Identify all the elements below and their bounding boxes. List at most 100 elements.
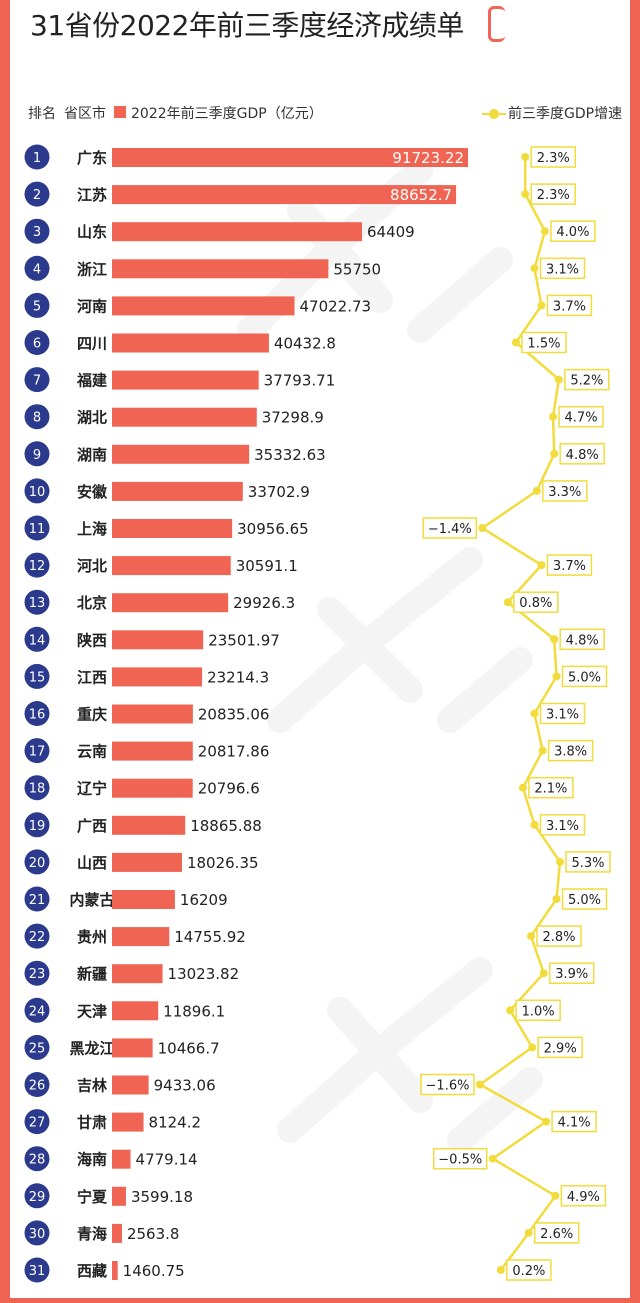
rank-badge-number: 4 [33, 262, 41, 277]
growth-value-label: 3.1% [546, 262, 579, 277]
growth-label-box [521, 331, 567, 354]
growth-label-box [564, 368, 610, 391]
rank-badge-number: 19 [29, 819, 46, 834]
rank-badge-number: 9 [33, 448, 41, 463]
gdp-value-label: 30591.1 [236, 557, 298, 575]
growth-value-label: 2.3% [537, 188, 570, 203]
rank-badge [24, 292, 50, 318]
gdp-bar [112, 1075, 149, 1095]
growth-label-box [549, 962, 595, 984]
gdp-bar [112, 296, 295, 316]
growth-legend-label: 前三季度GDP增速 [508, 106, 623, 122]
province-label: 贵州 [77, 928, 107, 946]
gdp-value-label: 16209 [180, 891, 228, 909]
growth-value-label: 3.1% [546, 819, 579, 834]
growth-value-label: 3.7% [553, 559, 586, 574]
rank-badge-number: 27 [29, 1116, 46, 1131]
growth-label-box [420, 1073, 475, 1096]
rank-badge [24, 441, 50, 467]
growth-value-label: 4.7% [565, 411, 598, 426]
province-label: 陕西 [77, 631, 107, 649]
gdp-bar [112, 556, 231, 576]
growth-label-box [533, 1222, 580, 1244]
rank-badge-number: 29 [29, 1190, 46, 1205]
growth-label-box [559, 443, 605, 465]
province-label: 新疆 [77, 965, 107, 983]
gdp-value-label: 8124.2 [149, 1114, 202, 1132]
rank-badge [24, 1257, 50, 1283]
growth-point [506, 1006, 515, 1015]
growth-point [530, 709, 539, 718]
growth-label-box [422, 517, 478, 539]
growth-point [550, 635, 559, 644]
growth-label-box [546, 294, 593, 317]
growth-value-label: 5.0% [568, 670, 601, 685]
growth-point [476, 1080, 484, 1089]
gdp-bar [112, 927, 170, 947]
growth-point [550, 449, 559, 458]
rank-badge [24, 255, 50, 281]
rank-badge-number: 10 [29, 485, 46, 500]
gdp-bar [112, 667, 203, 687]
rank-badge [24, 330, 50, 355]
growth-point [478, 524, 487, 532]
rank-badge [24, 812, 50, 838]
growth-value-label: −0.5% [438, 1153, 482, 1168]
gdp-bar [112, 407, 257, 427]
gdp-legend-swatch [114, 106, 126, 118]
growth-point [524, 1228, 533, 1237]
rank-badge [24, 367, 50, 393]
province-label: 甘肃 [77, 1114, 107, 1132]
rank-badge [24, 663, 50, 689]
rank-badge-number: 23 [29, 967, 46, 982]
gdp-bar [112, 370, 259, 390]
growth-value-label: −1.4% [428, 522, 472, 537]
gdp-bar [112, 148, 468, 167]
gdp-value-label: 2563.8 [127, 1225, 180, 1243]
rank-badge [24, 849, 50, 875]
gdp-bar [112, 444, 250, 464]
growth-value-label: 3.3% [548, 485, 581, 500]
growth-value-label: 4.8% [566, 448, 599, 463]
gdp-value-label: 20817.86 [198, 743, 270, 761]
growth-point [554, 375, 563, 384]
growth-label-box [513, 591, 559, 613]
growth-label-box [506, 1259, 552, 1281]
province-label: 河南 [77, 297, 107, 315]
rank-badge-number: 15 [29, 670, 46, 685]
growth-point [530, 264, 539, 273]
growth-point [503, 598, 512, 607]
gdp-bar [112, 815, 186, 835]
growth-label-box [528, 776, 574, 799]
rank-badge [24, 997, 50, 1023]
growth-label-box [542, 480, 588, 502]
province-label: 天津 [77, 1002, 107, 1020]
rank-badge [24, 1034, 50, 1060]
rank-badge-number: 8 [33, 411, 41, 426]
growth-point [539, 969, 548, 978]
rank-badge [24, 144, 50, 170]
growth-value-label: −1.6% [426, 1079, 470, 1094]
gdp-value-label: 9433.06 [154, 1077, 216, 1095]
province-label: 浙江 [77, 260, 107, 278]
rank-badge [24, 1220, 50, 1246]
rank-badge-number: 28 [29, 1153, 46, 1168]
rank-badge-number: 3 [33, 225, 41, 240]
growth-point [527, 932, 536, 941]
gdp-bar [112, 1261, 118, 1280]
gdp-value-label: 20835.06 [198, 706, 270, 724]
growth-value-label: 2.3% [537, 151, 570, 166]
rank-badge-number: 30 [29, 1227, 46, 1242]
rank-badge [24, 218, 50, 244]
gdp-value-label: 14755.92 [174, 928, 246, 946]
rank-badge [24, 404, 50, 430]
gdp-value-label: 20796.6 [198, 780, 260, 798]
province-label: 湖南 [77, 446, 107, 464]
province-label: 江西 [77, 668, 107, 686]
province-label: 黑龙江 [69, 1039, 114, 1057]
rank-badge [24, 886, 50, 912]
province-label: 西藏 [77, 1262, 107, 1280]
rank-badge [24, 738, 50, 764]
growth-point [530, 820, 539, 829]
growth-value-label: 2.9% [544, 1041, 577, 1056]
